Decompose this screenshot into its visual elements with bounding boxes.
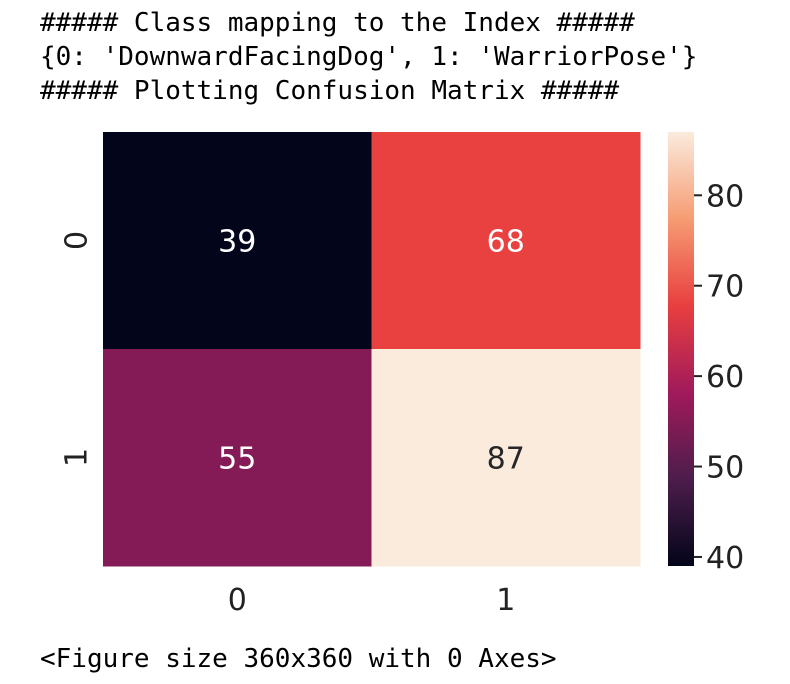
heatmap-cell-label-0-1: 68	[487, 225, 525, 260]
output-line-confusion-matrix-header: ##### Plotting Confusion Matrix #####	[40, 76, 620, 106]
heatmap-cell-label-0-0: 39	[218, 225, 256, 260]
heatmap-cell-1-1	[371, 349, 641, 567]
x-tick-label-0: 0	[228, 583, 247, 618]
heatmap-cell-1-0	[103, 349, 372, 567]
colorbar-tick-label-80: 80	[706, 179, 744, 214]
y-axis-ticks: 01	[60, 231, 95, 467]
heatmap-cells	[103, 132, 641, 567]
x-tick-label-1: 1	[496, 583, 515, 618]
colorbar-tick-label-70: 70	[706, 270, 744, 305]
output-line-figure-size: <Figure size 360x360 with 0 Axes>	[40, 644, 557, 674]
heatmap-cell-label-1-1: 87	[487, 442, 525, 477]
heatmap-annotations: 39 68 55 87	[218, 225, 525, 477]
heatmap-cell-0-0	[103, 132, 372, 350]
y-tick-label-0: 0	[60, 231, 95, 250]
colorbar-tick-label-40: 40	[706, 541, 744, 576]
colorbar-tick-label-60: 60	[706, 360, 744, 395]
heatmap-cell-0-1	[371, 132, 641, 350]
heatmap-cell-label-1-0: 55	[218, 442, 256, 477]
colorbar-ticks: 40 50 60 70 80	[694, 179, 744, 576]
colorbar-tick-label-50: 50	[706, 451, 744, 486]
colorbar	[668, 132, 694, 566]
output-line-class-mapping-dict: {0: 'DownwardFacingDog', 1: 'WarriorPose…	[40, 42, 698, 72]
y-tick-label-1: 1	[60, 448, 95, 467]
output-line-class-mapping-header: ##### Class mapping to the Index #####	[40, 8, 635, 38]
